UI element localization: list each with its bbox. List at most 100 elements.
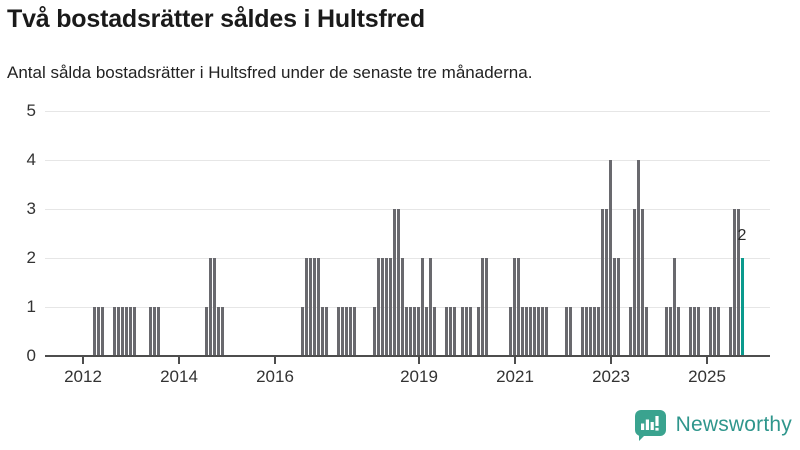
bar-2016-08 bbox=[305, 258, 308, 355]
bar-2016-09 bbox=[309, 258, 312, 355]
x-axis-tick bbox=[514, 357, 516, 364]
bar-2020-01 bbox=[469, 307, 472, 355]
bar-2016-12 bbox=[321, 307, 324, 355]
x-axis-tick bbox=[610, 357, 612, 364]
bar-2014-08 bbox=[209, 258, 212, 355]
bar-2022-06 bbox=[585, 307, 588, 355]
bar-2018-01 bbox=[373, 307, 376, 355]
x-axis-line bbox=[45, 355, 770, 357]
bar-2023-07 bbox=[637, 160, 640, 355]
bar-2012-09 bbox=[117, 307, 120, 355]
y-axis-tick-label: 0 bbox=[26, 346, 36, 365]
bar-2017-01 bbox=[325, 307, 328, 355]
bar-2024-05 bbox=[677, 307, 680, 355]
bar-2018-11 bbox=[413, 307, 416, 355]
bar-2022-09 bbox=[597, 307, 600, 355]
bar-2012-03 bbox=[93, 307, 96, 355]
x-axis-tick-label: 2012 bbox=[64, 367, 102, 386]
bar-2019-02 bbox=[425, 307, 428, 355]
bar-2020-03 bbox=[477, 307, 480, 355]
bar-2024-02 bbox=[665, 307, 668, 355]
x-axis-tick-label: 2021 bbox=[496, 367, 534, 386]
bar-2019-08 bbox=[449, 307, 452, 355]
bar-2023-06 bbox=[633, 209, 636, 355]
bar-2020-04 bbox=[481, 258, 484, 355]
bar-2018-08 bbox=[401, 258, 404, 355]
gridline-y3 bbox=[45, 209, 770, 210]
x-axis-tick bbox=[418, 357, 420, 364]
bar-2018-04 bbox=[385, 258, 388, 355]
x-axis-tick-label: 2019 bbox=[400, 367, 438, 386]
bar-2013-06 bbox=[153, 307, 156, 355]
bar-2021-01 bbox=[517, 258, 520, 355]
bar-2024-08 bbox=[689, 307, 692, 355]
x-axis-tick bbox=[82, 357, 84, 364]
bar-2023-05 bbox=[629, 307, 632, 355]
bar-2018-09 bbox=[405, 307, 408, 355]
bar-2022-12 bbox=[609, 160, 612, 355]
bar-2025-07 bbox=[733, 209, 736, 355]
y-axis-tick-label: 5 bbox=[26, 101, 36, 120]
bar-2018-10 bbox=[409, 307, 412, 355]
gridline-y2 bbox=[45, 258, 770, 259]
x-axis-tick-label: 2025 bbox=[688, 367, 726, 386]
bar-2017-04 bbox=[337, 307, 340, 355]
bar-2018-12 bbox=[417, 307, 420, 355]
bar-2019-04 bbox=[433, 307, 436, 355]
bar-2021-04 bbox=[529, 307, 532, 355]
newsworthy-wordmark: Newsworthy bbox=[675, 413, 792, 436]
bar-2019-03 bbox=[429, 258, 432, 355]
bar-2018-07 bbox=[397, 209, 400, 355]
newsworthy-logo: Newsworthy bbox=[632, 408, 792, 442]
newsworthy-speech-bubble-chart-icon bbox=[634, 409, 666, 441]
bar-2018-03 bbox=[381, 258, 384, 355]
gridline-y5 bbox=[45, 111, 770, 112]
bar-2021-07 bbox=[541, 307, 544, 355]
bar-2012-04 bbox=[97, 307, 100, 355]
bar-2025-09 bbox=[741, 258, 744, 355]
bar-2012-08 bbox=[113, 307, 116, 355]
bar-2019-01 bbox=[421, 258, 424, 355]
bar-2012-11 bbox=[125, 307, 128, 355]
y-axis-tick-label: 4 bbox=[26, 150, 36, 169]
bar-2024-10 bbox=[697, 307, 700, 355]
bar-2017-05 bbox=[341, 307, 344, 355]
bar-2023-09 bbox=[645, 307, 648, 355]
bar-2022-07 bbox=[589, 307, 592, 355]
gridline-y4 bbox=[45, 160, 770, 161]
bar-2019-09 bbox=[453, 307, 456, 355]
chart-subtitle: Antal sålda bostadsrätter i Hultsfred un… bbox=[7, 63, 533, 82]
bar-2022-11 bbox=[605, 209, 608, 355]
y-axis-tick-label: 2 bbox=[26, 248, 36, 267]
bar-2025-01 bbox=[709, 307, 712, 355]
bar-2013-01 bbox=[133, 307, 136, 355]
bar-2019-07 bbox=[445, 307, 448, 355]
bar-2017-07 bbox=[349, 307, 352, 355]
y-axis-tick-label: 1 bbox=[26, 297, 36, 316]
bar-2016-10 bbox=[313, 258, 316, 355]
y-axis-tick-label: 3 bbox=[26, 199, 36, 218]
bar-2025-08 bbox=[737, 209, 740, 355]
bar-2022-02 bbox=[569, 307, 572, 355]
x-axis-tick bbox=[178, 357, 180, 364]
x-axis-tick-label: 2023 bbox=[592, 367, 630, 386]
bar-2020-11 bbox=[509, 307, 512, 355]
bar-2013-05 bbox=[149, 307, 152, 355]
bar-2024-03 bbox=[669, 307, 672, 355]
bar-2016-07 bbox=[301, 307, 304, 355]
bar-2024-04 bbox=[673, 258, 676, 355]
bar-2023-01 bbox=[613, 258, 616, 355]
bar-2014-10 bbox=[217, 307, 220, 355]
bar-2017-06 bbox=[345, 307, 348, 355]
bar-2016-11 bbox=[317, 258, 320, 355]
bar-2025-02 bbox=[713, 307, 716, 355]
x-axis-tick-label: 2014 bbox=[160, 367, 198, 386]
bar-2012-10 bbox=[121, 307, 124, 355]
bar-2023-08 bbox=[641, 209, 644, 355]
bar-2019-11 bbox=[461, 307, 464, 355]
bar-2012-12 bbox=[129, 307, 132, 355]
bar-2025-06 bbox=[729, 307, 732, 355]
bar-2025-03 bbox=[717, 307, 720, 355]
bar-2014-11 bbox=[221, 307, 224, 355]
